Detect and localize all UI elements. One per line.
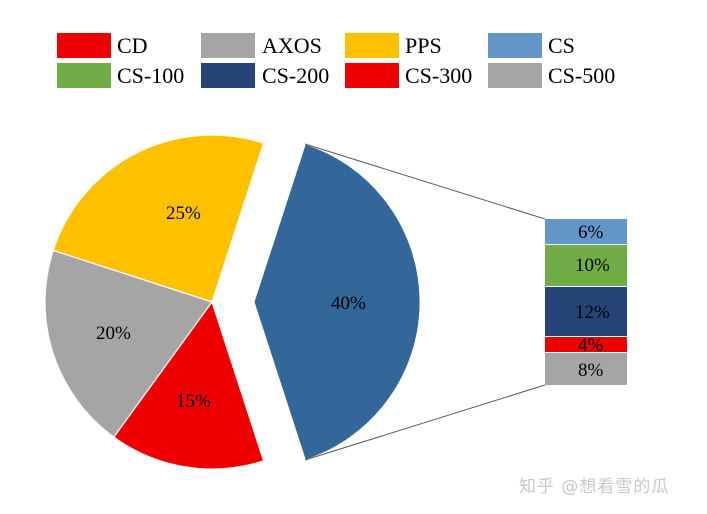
legend-swatch-cs-500 [488, 63, 542, 88]
legend-swatch-cs-100 [57, 63, 111, 88]
legend-swatch-cs-300 [345, 63, 399, 88]
legend-label-cs-100: CS-100 [117, 63, 184, 88]
secondary-bar [545, 219, 627, 385]
bar-label-cs: 6% [578, 222, 604, 243]
slice-axos [44, 249, 213, 438]
bar-label-cs-200: 12% [575, 302, 610, 323]
bar-label-cs-500: 8% [578, 360, 604, 381]
legend-label-cs: CS [548, 33, 575, 58]
legend-label-cs-300: CS-300 [405, 63, 472, 88]
legend-label-cd: CD [117, 33, 148, 58]
bar-segment-cs [545, 219, 627, 244]
slice-other-exploded [253, 143, 421, 461]
slice-pps [52, 134, 265, 303]
bar-segment-cs-100 [545, 245, 627, 286]
legend-swatch-cd [57, 33, 111, 58]
legend-swatch-pps [345, 33, 399, 58]
legend-label-cs-200: CS-200 [262, 63, 329, 88]
legend-swatch-cs-200 [201, 63, 255, 88]
slice-label-cd: 15% [176, 391, 211, 412]
legend-swatch-axos [201, 33, 255, 58]
connector-line-top [304, 143, 546, 220]
slice-cd [112, 300, 265, 470]
legend-label-cs-500: CS-500 [548, 63, 615, 88]
slice-label-axos: 20% [96, 323, 131, 344]
connector-line-bottom [304, 384, 546, 461]
bar-segment-cs-500 [545, 353, 627, 385]
legend-label-pps: PPS [405, 33, 442, 58]
bar-segment-cs-200 [545, 287, 627, 336]
legend-swatch-cs [488, 33, 542, 58]
bar-label-cs-300: 4% [578, 335, 604, 356]
watermark: 知乎 @想看雪的瓜 [519, 477, 670, 497]
main-pie [44, 134, 265, 470]
slice-label-pps: 25% [166, 203, 201, 224]
legend-label-axos: AXOS [262, 33, 322, 58]
legend: CD AXOS PPS CS CS-100 CS-200 CS-300 CS-5… [57, 33, 615, 88]
bar-segment-cs-300 [545, 337, 627, 352]
slice-label-other: 40% [331, 293, 366, 314]
bar-label-cs-100: 10% [575, 255, 610, 276]
